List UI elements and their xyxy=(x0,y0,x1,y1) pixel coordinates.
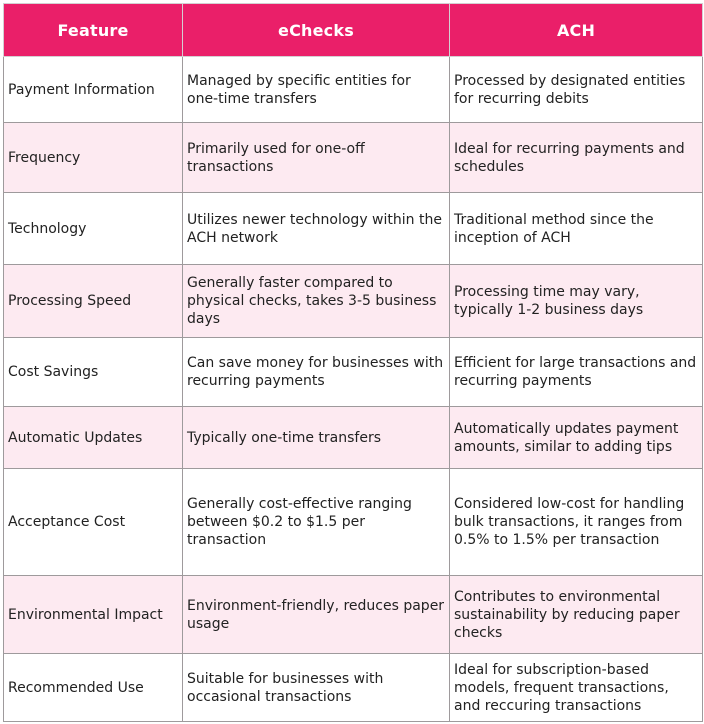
table-row: Processing Speed Generally faster compar… xyxy=(3,264,703,338)
echecks-cell: Primarily used for one-off transactions xyxy=(182,122,450,193)
ach-cell: Contributes to environmental sustainabil… xyxy=(449,575,703,654)
header-ach: ACH xyxy=(449,3,703,57)
ach-cell: Traditional method since the inception o… xyxy=(449,192,703,265)
echecks-cell: Utilizes newer technology within the ACH… xyxy=(182,192,450,265)
feature-cell: Payment Information xyxy=(3,56,183,123)
table-body: Payment Information Managed by specific … xyxy=(3,56,703,722)
feature-cell: Technology xyxy=(3,192,183,265)
table-row: Acceptance Cost Generally cost-effective… xyxy=(3,468,703,576)
ach-cell: Processing time may vary, typically 1-2 … xyxy=(449,264,703,338)
comparison-table: Feature eChecks ACH Payment Information … xyxy=(3,3,703,722)
ach-cell: Processed by designated entities for rec… xyxy=(449,56,703,123)
ach-cell: Considered low-cost for handling bulk tr… xyxy=(449,468,703,576)
feature-cell: Processing Speed xyxy=(3,264,183,338)
table-row: Recommended Use Suitable for businesses … xyxy=(3,653,703,722)
table-header: Feature eChecks ACH xyxy=(3,3,703,57)
feature-cell: Cost Savings xyxy=(3,337,183,407)
echecks-cell: Generally faster compared to physical ch… xyxy=(182,264,450,338)
comparison-table-container: Feature eChecks ACH Payment Information … xyxy=(3,3,703,722)
feature-cell: Recommended Use xyxy=(3,653,183,722)
feature-cell: Acceptance Cost xyxy=(3,468,183,576)
ach-cell: Automatically updates payment amounts, s… xyxy=(449,406,703,469)
header-feature: Feature xyxy=(3,3,183,57)
feature-cell: Environmental Impact xyxy=(3,575,183,654)
ach-cell: Ideal for recurring payments and schedul… xyxy=(449,122,703,193)
feature-cell: Frequency xyxy=(3,122,183,193)
table-row: Technology Utilizes newer technology wit… xyxy=(3,192,703,265)
echecks-cell: Environment-friendly, reduces paper usag… xyxy=(182,575,450,654)
table-row: Automatic Updates Typically one-time tra… xyxy=(3,406,703,469)
table-row: Payment Information Managed by specific … xyxy=(3,56,703,123)
echecks-cell: Can save money for businesses with recur… xyxy=(182,337,450,407)
echecks-cell: Generally cost-effective ranging between… xyxy=(182,468,450,576)
table-row: Frequency Primarily used for one-off tra… xyxy=(3,122,703,193)
header-row: Feature eChecks ACH xyxy=(3,3,703,57)
header-echecks: eChecks xyxy=(182,3,450,57)
ach-cell: Efficient for large transactions and rec… xyxy=(449,337,703,407)
echecks-cell: Managed by specific entities for one-tim… xyxy=(182,56,450,123)
feature-cell: Automatic Updates xyxy=(3,406,183,469)
echecks-cell: Typically one-time transfers xyxy=(182,406,450,469)
table-row: Cost Savings Can save money for business… xyxy=(3,337,703,407)
echecks-cell: Suitable for businesses with occasional … xyxy=(182,653,450,722)
ach-cell: Ideal for subscription-based models, fre… xyxy=(449,653,703,722)
table-row: Environmental Impact Environment-friendl… xyxy=(3,575,703,654)
